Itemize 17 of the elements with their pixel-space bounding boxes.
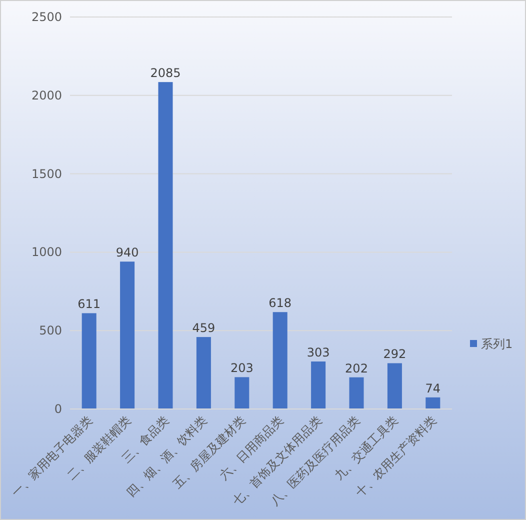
data-label: 303 (306, 345, 330, 360)
data-label: 2085 (150, 66, 181, 80)
y-tick-label: 500 (39, 324, 62, 338)
data-label: 611 (78, 297, 101, 312)
legend-label: 系列1 (481, 337, 513, 351)
data-label: 292 (383, 347, 406, 362)
y-tick-label: 2000 (31, 88, 62, 102)
y-tick-label: 0 (54, 402, 62, 416)
y-tick-label: 1000 (31, 245, 62, 260)
data-label: 74 (425, 381, 441, 396)
data-label: 203 (230, 361, 254, 376)
data-label: 459 (192, 321, 216, 336)
data-label: 202 (345, 361, 368, 376)
data-label: 618 (268, 296, 292, 310)
y-tick-label: 1500 (31, 166, 62, 181)
data-label: 940 (116, 246, 139, 260)
y-tick-label: 2500 (31, 10, 62, 24)
